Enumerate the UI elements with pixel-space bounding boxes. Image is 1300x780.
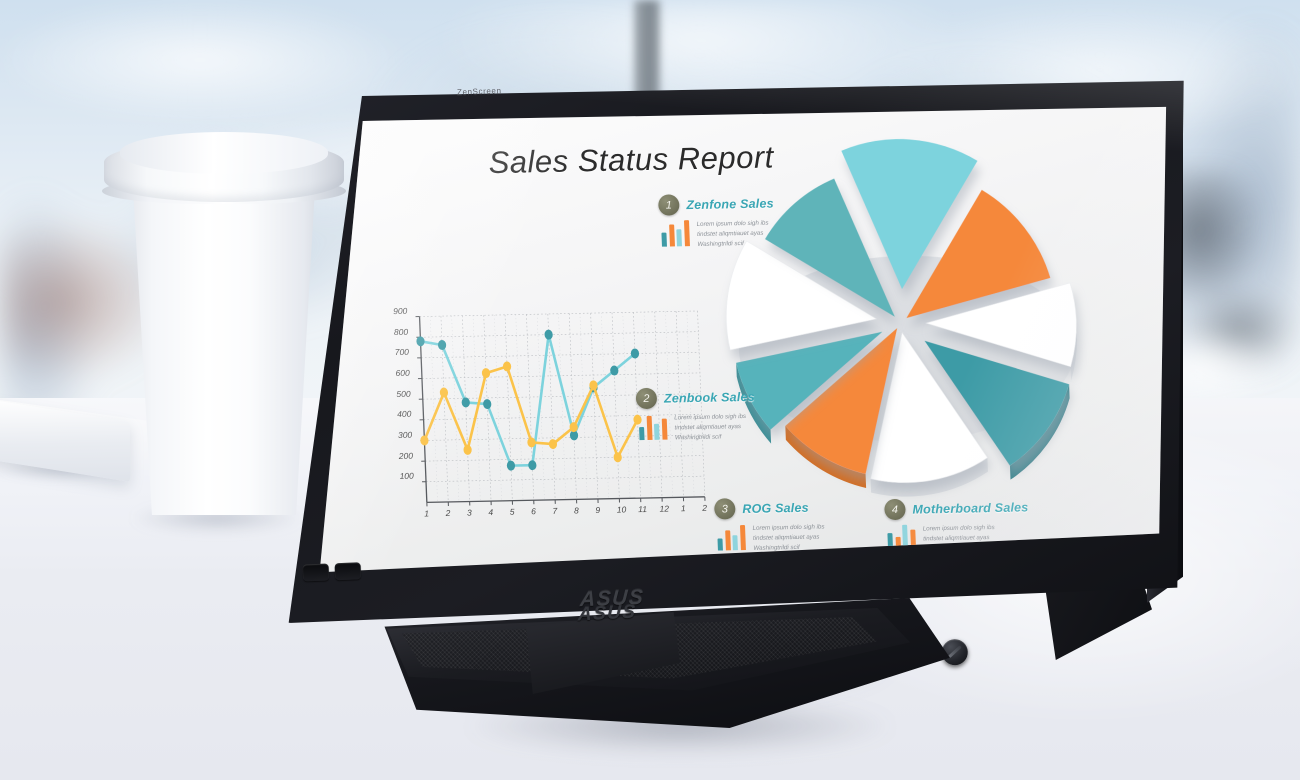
monitor-screen[interactable]: Sales Status Report 100 200 300 400 500 600 70… <box>319 106 1167 573</box>
zenscreen-monitor: ZenScreen Sales Status Report 100 200 300 4… <box>285 78 1190 666</box>
y-tick-label: 900 <box>392 305 408 317</box>
legend-item-zenfone[interactable]: 1 Zenfone Sales Lorem ipsum dolo sigh ib… <box>657 191 836 251</box>
port-cluster[interactable] <box>302 558 379 593</box>
legend-header: 2 Zenbook Sales <box>635 385 813 410</box>
x-tick-label: 9 <box>595 504 601 516</box>
legend-header: 4 Motherboard Sales <box>884 496 1061 521</box>
legend-header: 1 Zenfone Sales <box>657 191 835 216</box>
x-tick-label: 1 <box>424 508 430 519</box>
legend-badge-3: 3 <box>713 498 736 520</box>
x-tick-label: 8 <box>573 505 579 516</box>
y-tick-label: 200 <box>398 450 414 461</box>
pie-chart-canvas <box>726 139 1077 497</box>
x-tick-label: 12 <box>659 503 670 514</box>
usb-c-port[interactable] <box>302 563 330 582</box>
bar-chart-icon <box>717 524 746 551</box>
legend-description-2: Lorem ipsum dolo sigh ibs tindstet aliqm… <box>674 412 747 442</box>
x-tick-label: 11 <box>637 503 648 515</box>
legend-label-2: Zenbook Sales <box>663 389 756 406</box>
legend-item-zenbook[interactable]: 2 Zenbook Sales Lorem ipsum dolo sigh ib… <box>635 385 814 445</box>
y-tick-label: 700 <box>394 347 410 358</box>
legend-item-rog[interactable]: 3 ROG Sales Lorem ipsum dolo sigh ibs ti… <box>713 495 892 555</box>
micro-hdmi-port[interactable] <box>334 562 362 581</box>
y-tick-label: 800 <box>393 326 409 337</box>
y-tick-label: 600 <box>395 367 410 379</box>
coffee-cup-lid-top <box>120 132 328 174</box>
x-tick-label: 1 <box>680 503 686 514</box>
zenscreen-wordmark: ZenScreen <box>456 86 502 97</box>
bar-chart-icon <box>661 220 690 247</box>
legend-badge-1: 1 <box>657 194 680 216</box>
legend-body: Lorem ipsum dolo sigh ibs tindstet aliqm… <box>659 217 836 251</box>
legend-header: 3 ROG Sales <box>713 495 891 520</box>
x-tick-label: 5 <box>509 506 515 517</box>
bar-chart-icon <box>639 414 668 441</box>
x-tick-label: 7 <box>552 505 558 516</box>
y-tick-label: 400 <box>396 409 412 420</box>
line-chart-series <box>416 329 642 471</box>
x-tick-label: 2 <box>445 507 451 519</box>
legend-label-4: Motherboard Sales <box>912 499 1029 517</box>
coffee-cup-body <box>132 185 316 515</box>
y-tick-label: 300 <box>397 429 413 440</box>
y-tick-label: 100 <box>399 470 414 482</box>
legend-label-1: Zenfone Sales <box>686 195 774 212</box>
legend-description-1: Lorem ipsum dolo sigh ibs tindstet aliqm… <box>696 219 769 249</box>
x-tick-label: 4 <box>488 507 494 518</box>
x-tick-label: 6 <box>530 506 537 517</box>
legend-body: Lorem ipsum dolo sigh ibs tindstet aliqm… <box>637 411 814 445</box>
x-tick-label: 10 <box>616 504 627 515</box>
y-tick-label: 500 <box>396 388 411 399</box>
pie-chart <box>693 129 1109 537</box>
presentation-slide: Sales Status Report 100 200 300 400 500 600 70… <box>347 110 1154 566</box>
legend-badge-2: 2 <box>635 387 658 410</box>
legend-badge-4: 4 <box>884 498 906 521</box>
x-tick-label: 3 <box>466 507 472 518</box>
legend-label-3: ROG Sales <box>742 500 810 516</box>
folio-asus-wordmark: ASUS <box>577 601 637 626</box>
